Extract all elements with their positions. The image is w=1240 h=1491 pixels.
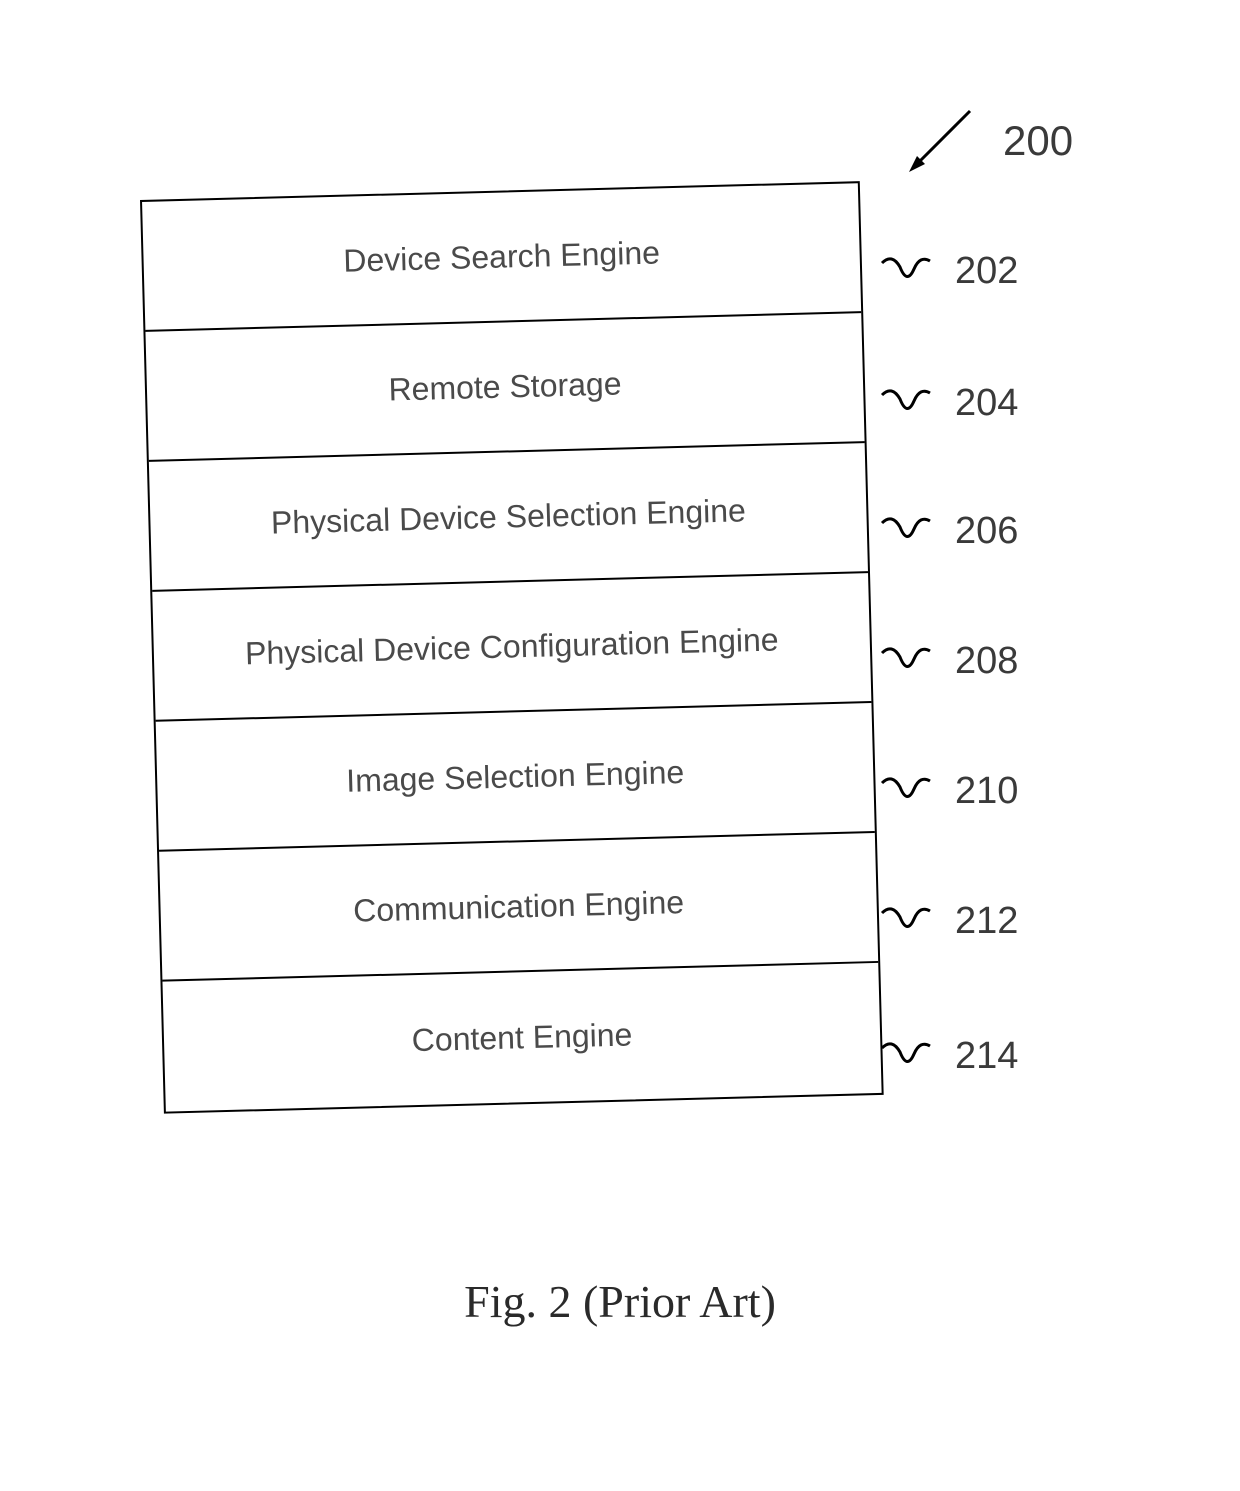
reference-label: 212 [880, 900, 1018, 943]
box-row: Image Selection Engine [156, 703, 875, 852]
reference-number: 212 [955, 900, 1018, 943]
reference-label: 210 [880, 770, 1018, 813]
reference-label: 202 [880, 250, 1018, 293]
arrow-icon [895, 96, 985, 186]
box-label: Communication Engine [353, 884, 685, 930]
reference-number: 210 [955, 770, 1018, 813]
box-label: Physical Device Configuration Engine [245, 621, 779, 672]
reference-number: 202 [955, 250, 1018, 293]
reference-label: 214 [880, 1035, 1018, 1078]
figure-caption: Fig. 2 (Prior Art) [464, 1275, 776, 1328]
figure-reference-number: 200 [1003, 117, 1073, 165]
reference-number: 208 [955, 640, 1018, 683]
box-row: Communication Engine [159, 833, 878, 982]
block-diagram: Device Search Engine Remote Storage Phys… [140, 181, 884, 1114]
reference-number: 214 [955, 1035, 1018, 1078]
squiggle-icon [880, 383, 935, 425]
box-label: Device Search Engine [343, 234, 660, 279]
box-row: Physical Device Selection Engine [149, 443, 868, 592]
reference-number: 204 [955, 382, 1018, 425]
box-stack: Device Search Engine Remote Storage Phys… [140, 181, 884, 1114]
box-row: Device Search Engine [142, 183, 861, 332]
reference-label: 206 [880, 510, 1018, 553]
squiggle-icon [880, 901, 935, 943]
box-label: Physical Device Selection Engine [271, 492, 747, 541]
figure-reference-arrow: 200 [895, 96, 1073, 186]
box-label: Remote Storage [388, 365, 622, 408]
reference-label: 208 [880, 640, 1018, 683]
reference-label: 204 [880, 382, 1018, 425]
squiggle-icon [880, 771, 935, 813]
box-row: Physical Device Configuration Engine [152, 573, 871, 722]
reference-number: 206 [955, 510, 1018, 553]
box-row: Remote Storage [145, 313, 864, 462]
box-label: Image Selection Engine [346, 753, 685, 799]
squiggle-icon [880, 511, 935, 553]
squiggle-icon [880, 641, 935, 683]
box-label: Content Engine [411, 1016, 633, 1059]
squiggle-icon [880, 1036, 935, 1078]
box-row: Content Engine [162, 963, 881, 1112]
squiggle-icon [880, 251, 935, 293]
